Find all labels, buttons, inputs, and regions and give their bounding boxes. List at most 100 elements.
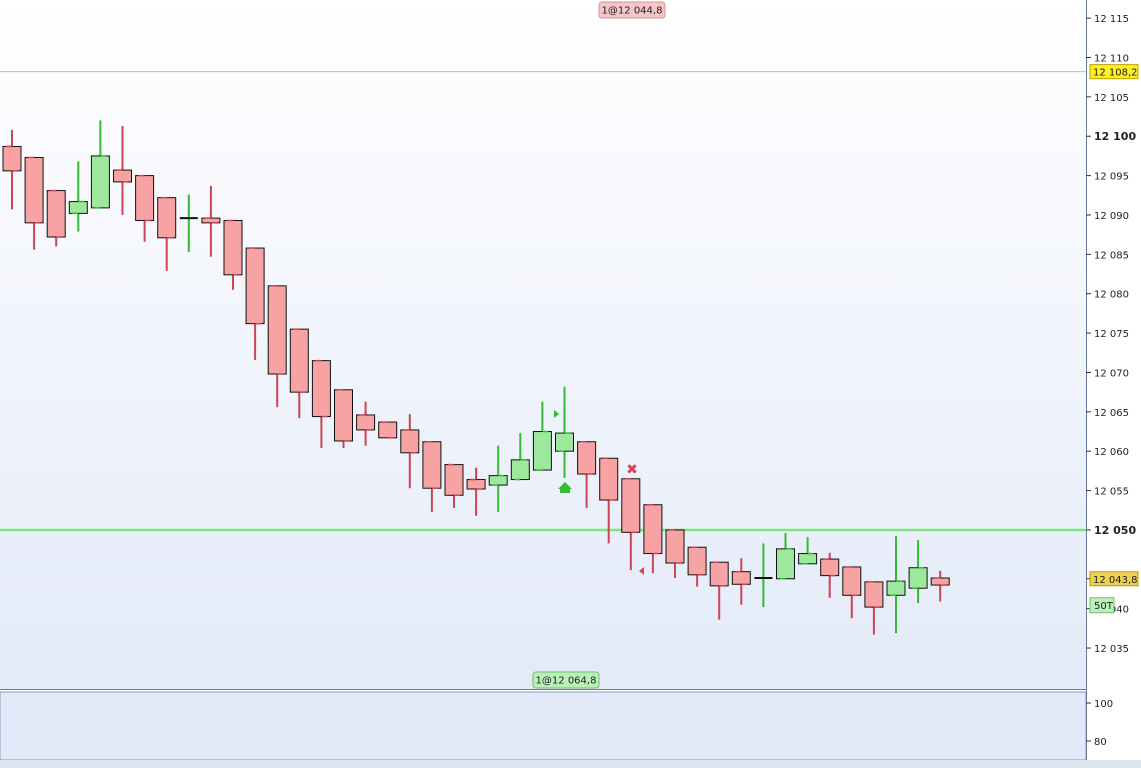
body [776, 548, 795, 580]
candle [113, 125, 132, 215]
body [378, 421, 398, 439]
annotation: 1@12 044,8 [602, 6, 663, 17]
annotation: 1@12 064,8 [536, 676, 597, 687]
price-axis [1087, 0, 1141, 768]
candle [731, 558, 751, 605]
candle [245, 247, 265, 360]
buy-arrow [558, 482, 572, 493]
candle [311, 359, 331, 449]
last-price-label: 12 043,8 [1093, 575, 1138, 586]
y-tick-label: 12 085 [1094, 250, 1129, 261]
body [532, 431, 552, 471]
candle [599, 457, 619, 544]
candle [665, 529, 685, 578]
candle [201, 185, 221, 257]
candle [621, 478, 641, 571]
y-tick-label: 12 075 [1094, 329, 1129, 340]
candle [2, 129, 22, 210]
candle [46, 189, 66, 247]
y-tick-label: 12 115 [1094, 14, 1129, 25]
body [864, 581, 884, 608]
body [68, 201, 88, 214]
y-tick-label: 100 [1094, 699, 1113, 710]
tag-box [532, 671, 600, 689]
body [2, 145, 22, 172]
body [466, 479, 486, 490]
body [599, 457, 619, 501]
candle [842, 566, 862, 619]
trade-tag: 1@12 064,8 [532, 671, 600, 689]
body [577, 441, 597, 475]
body [113, 169, 132, 183]
body [930, 577, 950, 586]
body [665, 529, 685, 564]
candle [754, 543, 773, 608]
candle [289, 328, 309, 419]
body [908, 567, 928, 589]
body [510, 459, 530, 481]
candle [135, 174, 155, 242]
body [820, 558, 840, 577]
candle [466, 467, 486, 516]
lower-pane [0, 691, 1087, 761]
body [798, 553, 818, 565]
candle [643, 503, 663, 574]
exit-marker: ✖ [626, 462, 638, 478]
y-tick-label: 12 095 [1094, 172, 1129, 183]
candle [776, 533, 795, 580]
candle [532, 401, 552, 471]
y-tick-label: 12 070 [1094, 368, 1129, 379]
y-tick-label: 12 060 [1094, 447, 1129, 458]
entry-marker [639, 567, 644, 575]
body [24, 156, 44, 224]
price-label-box [1089, 64, 1139, 80]
body [135, 175, 155, 221]
candle [223, 219, 243, 290]
y-tick-label: 12 065 [1094, 408, 1129, 419]
body [555, 432, 574, 452]
body [245, 247, 265, 325]
candle [864, 581, 884, 635]
candle [267, 285, 287, 408]
y-tick-label: 12 110 [1094, 53, 1129, 64]
body [488, 475, 508, 486]
body [886, 580, 906, 596]
body [223, 219, 243, 276]
timeframe-label: 50T [1094, 601, 1114, 612]
candle [179, 194, 198, 252]
body [709, 561, 729, 587]
y-tick-label: 12 100 [1094, 130, 1136, 143]
y-tick-label: 12 050 [1094, 524, 1136, 537]
candle [68, 161, 88, 232]
candle [400, 414, 420, 489]
y-tick-label: 80 [1094, 737, 1107, 748]
timeframe-box [1089, 597, 1115, 614]
candle [378, 421, 398, 439]
y-tick-label: 12 080 [1094, 290, 1129, 301]
candle [444, 463, 464, 508]
candle [577, 440, 597, 508]
body [687, 546, 707, 576]
candle [510, 433, 530, 481]
body [400, 429, 420, 454]
candle [555, 386, 574, 478]
candle [334, 389, 353, 449]
y-tick-label: 12 105 [1094, 93, 1129, 104]
body [46, 190, 66, 238]
plot-area [0, 0, 1086, 689]
body [842, 566, 862, 596]
candle [488, 445, 508, 512]
tag-box [598, 1, 666, 19]
candle [24, 156, 44, 250]
candle [687, 546, 707, 587]
entry-marker [554, 410, 559, 418]
body [621, 478, 641, 533]
candle [709, 561, 729, 620]
candle [356, 401, 376, 446]
body [289, 328, 309, 393]
y-tick-label: 12 035 [1094, 644, 1129, 655]
y-tick-label: 12 055 [1094, 487, 1129, 498]
candle [90, 120, 110, 209]
